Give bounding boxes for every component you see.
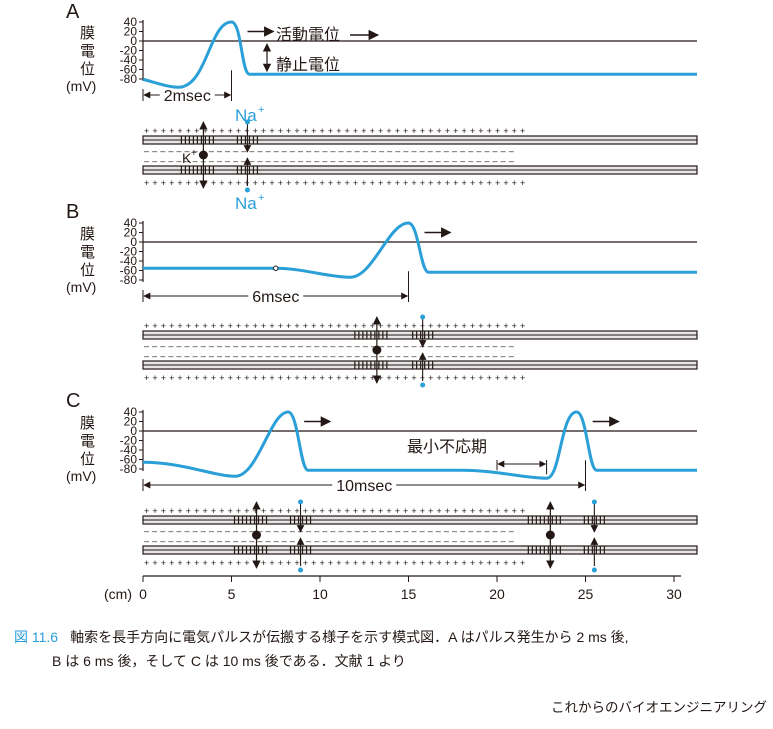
y-tick-label: -60 <box>120 453 138 467</box>
threshold-marker <box>273 265 279 271</box>
y-tick-label: -40 <box>120 53 138 67</box>
charge-row-minus: – – – – – – – – – – – – – – – – – – – – … <box>144 156 514 166</box>
potassium-ion <box>252 530 262 540</box>
x-tick-label: 25 <box>578 586 594 602</box>
sodium-ion <box>591 567 597 573</box>
propagation-figure: A膜電位(mV)40200-20-40-60-802msec活動電位静止電位Na… <box>66 1 698 602</box>
y-tick-label: -80 <box>120 273 138 287</box>
y-tick-label: -80 <box>120 462 138 476</box>
membrane-potential-trace <box>142 20 697 89</box>
ylabel-char: 位 <box>80 451 95 468</box>
potassium-ion <box>545 530 555 540</box>
potassium-label: K <box>182 150 192 166</box>
ylabel-unit: (mV) <box>66 78 96 94</box>
ylabel-char: 電 <box>80 244 95 261</box>
charge-row-plus: + + + + + + + + + + + + + + + + + + + + … <box>144 506 526 516</box>
y-tick-label: -60 <box>120 264 138 278</box>
interval-label: 6msec <box>252 289 299 306</box>
sodium-ion <box>420 314 426 320</box>
action-potential-label: 活動電位 <box>276 26 340 44</box>
refractory-label: 最小不応期 <box>407 438 487 456</box>
caption-text-1: 軸索を長手方向に電気パルスが伝搬する様子を示す模式図．A はパルス発生から 2 … <box>70 629 629 645</box>
potassium-superscript: + <box>191 148 197 159</box>
charge-row-plus: + + + + + + + + + + + + + + + + + + + + … <box>144 321 526 331</box>
interval-label: 10msec <box>336 478 392 495</box>
sodium-label-top: Na <box>235 106 257 125</box>
ylabel-unit: (mV) <box>66 279 96 295</box>
membrane-potential-trace <box>142 410 697 480</box>
y-tick-label: -40 <box>120 254 138 268</box>
charge-row-minus: – – – – – – – – – – – – – – – – – – – – … <box>144 351 514 361</box>
caption-line-2: B は 6 ms 後，そして C は 10 ms 後である．文献 1 より <box>52 653 406 669</box>
x-tick-label: 0 <box>139 586 147 602</box>
panel-letter: C <box>66 390 80 412</box>
charge-row-plus: + + + + + + + + + + + + + + + + + + + + … <box>144 558 526 568</box>
sodium-ion <box>244 119 250 125</box>
sodium-superscript-bottom: + <box>258 192 264 204</box>
charge-row-minus: – – – – – – – – – – – – – – – – – – – – … <box>144 341 514 351</box>
figure-number: 図 11.6 <box>14 629 59 645</box>
ylabel-char: 位 <box>80 61 95 78</box>
x-axis-unit: (cm) <box>104 586 132 602</box>
charge-row-plus: + + + + + + + + + + + + + + + + + + + + … <box>144 373 526 383</box>
y-tick-label: 0 <box>130 235 137 249</box>
y-tick-label: -80 <box>120 72 138 86</box>
y-tick-label: 0 <box>130 34 137 48</box>
y-tick-label: 20 <box>124 415 138 429</box>
potassium-ion <box>372 345 382 355</box>
sodium-ion <box>244 187 250 193</box>
caption-line-1: 図 11.6 軸索を長手方向に電気パルスが伝搬する様子を示す模式図．A はパルス発… <box>14 625 764 649</box>
interval-label: 2msec <box>164 88 211 105</box>
y-tick-label: -60 <box>120 63 138 77</box>
sodium-superscript-top: + <box>258 104 264 116</box>
y-tick-label: -20 <box>120 434 138 448</box>
panel-letter: A <box>66 1 80 23</box>
x-tick-label: 30 <box>666 586 682 602</box>
charge-row-plus: + + + + + + + + + + + + + + + + + + + + … <box>144 178 526 188</box>
ylabel-char: 膜 <box>80 415 95 432</box>
sodium-ion <box>420 382 426 388</box>
y-tick-label: 20 <box>124 226 138 240</box>
book-credit: これからのバイオエンジニアリング <box>551 700 767 715</box>
x-tick-label: 5 <box>228 586 236 602</box>
y-tick-label: 40 <box>124 216 138 230</box>
y-tick-label: -40 <box>120 443 138 457</box>
y-tick-label: 40 <box>124 405 138 419</box>
x-tick-label: 20 <box>489 586 505 602</box>
figure-caption: 図 11.6 軸索を長手方向に電気パルスが伝搬する様子を示す模式図．A はパルス発… <box>14 625 764 673</box>
ylabel-char: 電 <box>80 433 95 450</box>
sodium-ion <box>298 499 304 505</box>
distance-axis: (cm) 0 5 10 15 20 25 30 <box>104 575 682 602</box>
membrane-potential-trace <box>143 221 697 279</box>
charge-row-minus: – – – – – – – – – – – – – – – – – – – – … <box>144 526 514 536</box>
ylabel-char: 電 <box>80 43 95 60</box>
x-tick-label: 15 <box>401 586 417 602</box>
panel-letter: B <box>66 201 79 223</box>
charge-row-minus: – – – – – – – – – – – – – – – – – – – – … <box>144 536 514 546</box>
charge-row-minus: – – – – – – – – – – – – – – – – – – – – … <box>144 146 514 156</box>
sodium-ion <box>298 567 304 573</box>
sodium-label-bottom: Na <box>235 194 257 213</box>
y-tick-label: 20 <box>124 25 138 39</box>
charge-row-plus: + + + + + + + + + + + + + + + + + + + + … <box>144 126 526 136</box>
sodium-ion <box>591 499 597 505</box>
resting-potential-label: 静止電位 <box>276 56 340 74</box>
ylabel-char: 膜 <box>80 25 95 42</box>
y-tick-label: 0 <box>130 424 137 438</box>
ylabel-char: 膜 <box>80 226 95 243</box>
ylabel-unit: (mV) <box>66 468 96 484</box>
y-tick-label: 40 <box>124 15 138 29</box>
potassium-ion <box>198 150 208 160</box>
y-tick-label: -20 <box>120 44 138 58</box>
y-tick-label: -20 <box>120 245 138 259</box>
ylabel-char: 位 <box>80 262 95 279</box>
x-tick-label: 10 <box>312 586 328 602</box>
